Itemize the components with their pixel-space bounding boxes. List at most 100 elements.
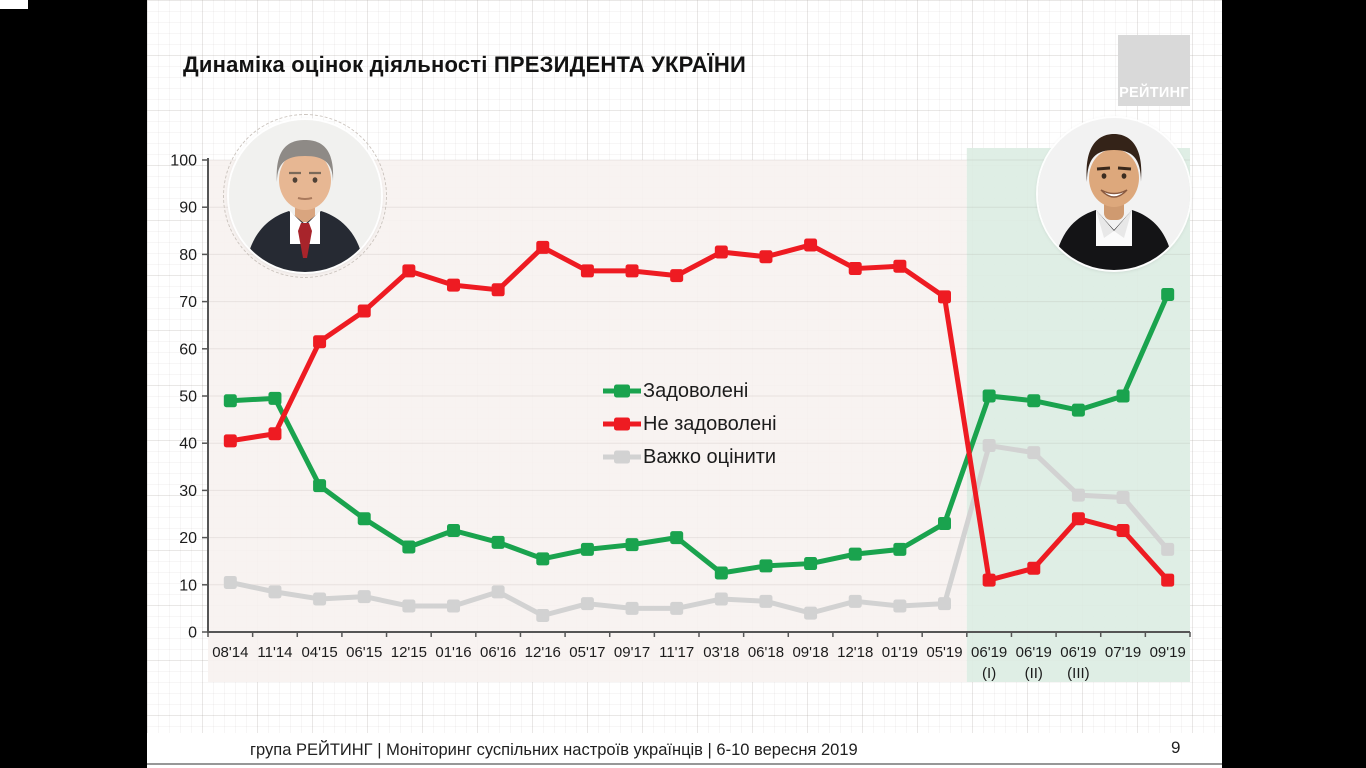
svg-text:40: 40 <box>179 436 197 453</box>
rating-logo: РЕЙТИНГ <box>1118 35 1190 106</box>
legend-label: Не задоволені <box>643 412 777 435</box>
data-point <box>313 335 327 349</box>
slide: Динаміка оцінок діяльності ПРЕЗИДЕНТА УК… <box>147 0 1222 768</box>
data-point <box>536 552 550 566</box>
svg-text:09'19: 09'19 <box>1150 644 1186 661</box>
svg-text:20: 20 <box>179 530 197 547</box>
data-point <box>982 439 996 453</box>
y-axis-labels: 0 10 20 30 40 50 60 70 80 90 100 <box>170 153 208 642</box>
data-point <box>491 585 505 599</box>
data-point <box>938 597 951 611</box>
svg-text:07'19: 07'19 <box>1105 644 1141 661</box>
legend-label: Задоволені <box>643 379 749 402</box>
data-point <box>848 547 862 561</box>
data-point <box>759 594 773 608</box>
data-point <box>580 264 594 278</box>
data-point <box>357 512 371 526</box>
footer-divider <box>147 763 1222 765</box>
rating-logo-text: РЕЙТИНГ <box>1119 85 1189 101</box>
series-satisfied <box>223 288 1175 580</box>
svg-text:0: 0 <box>188 625 197 642</box>
data-point <box>1116 490 1130 504</box>
data-point <box>670 601 684 615</box>
legend-item-hard-to-evaluate: Важко оцінити <box>603 443 777 471</box>
svg-text:05'17: 05'17 <box>569 644 605 661</box>
legend-item-dissatisfied: Не задоволені <box>603 410 777 438</box>
svg-text:10: 10 <box>179 577 197 594</box>
decorative-dashed-ring <box>223 114 387 278</box>
data-point <box>491 283 505 297</box>
data-point <box>1071 488 1085 502</box>
data-point <box>491 535 505 549</box>
data-point <box>759 250 773 264</box>
legend-marker-icon <box>603 384 641 398</box>
svg-text:06'18: 06'18 <box>748 644 784 661</box>
data-point <box>223 394 237 408</box>
svg-text:(I): (I) <box>982 665 996 682</box>
data-point <box>982 389 996 403</box>
data-point <box>268 427 282 441</box>
data-point <box>1071 403 1085 417</box>
series-hard-to-evaluate <box>223 439 1175 622</box>
legend-marker-icon <box>603 450 641 464</box>
svg-text:(III): (III) <box>1067 665 1090 682</box>
svg-text:04'15: 04'15 <box>301 644 337 661</box>
svg-text:12'16: 12'16 <box>525 644 561 661</box>
data-point <box>1161 288 1175 302</box>
svg-text:30: 30 <box>179 483 197 500</box>
data-point <box>982 573 996 587</box>
data-point <box>714 566 728 580</box>
corner-notch <box>0 0 28 9</box>
svg-text:01'19: 01'19 <box>882 644 918 661</box>
data-point <box>804 557 818 571</box>
data-point <box>313 592 327 606</box>
svg-text:100: 100 <box>170 153 197 170</box>
data-point <box>670 531 684 545</box>
data-point <box>625 538 639 552</box>
x-axis-labels: 08'14 11'14 04'15 06'15 12'15 01'16 06'16 12'16… <box>207 632 1191 682</box>
svg-text:90: 90 <box>179 200 197 217</box>
line-chart: 0 10 20 30 40 50 60 70 80 90 100 08'14 11'14 04'15 06'… <box>170 148 1191 682</box>
data-point <box>223 575 237 589</box>
data-point <box>893 599 907 613</box>
svg-text:01'16: 01'16 <box>435 644 471 661</box>
series-dissatisfied <box>223 238 1175 587</box>
data-point <box>938 516 951 530</box>
data-point <box>670 269 684 283</box>
data-point <box>938 290 951 304</box>
svg-text:03'18: 03'18 <box>703 644 739 661</box>
data-point <box>625 264 639 278</box>
poroshenko-portrait-icon <box>229 120 381 272</box>
data-point <box>402 540 416 554</box>
svg-text:70: 70 <box>179 294 197 311</box>
data-point <box>536 240 550 254</box>
svg-text:12'15: 12'15 <box>391 644 427 661</box>
data-point <box>759 559 773 573</box>
data-point <box>804 238 818 252</box>
data-point <box>268 585 282 599</box>
svg-text:09'18: 09'18 <box>792 644 828 661</box>
data-point <box>223 434 237 448</box>
data-point <box>580 597 594 611</box>
page-number: 9 <box>1171 738 1181 757</box>
svg-text:06'16: 06'16 <box>480 644 516 661</box>
data-point <box>536 608 550 622</box>
data-point <box>1027 561 1041 575</box>
data-point <box>1161 573 1175 587</box>
data-point <box>1071 512 1085 526</box>
data-point <box>447 599 460 613</box>
svg-text:08'14: 08'14 <box>212 644 248 661</box>
data-point <box>580 542 594 556</box>
data-point <box>357 304 371 318</box>
svg-text:06'19: 06'19 <box>971 644 1007 661</box>
legend-label: Важко оцінити <box>643 445 777 468</box>
zelensky-portrait-icon <box>1038 118 1190 270</box>
data-point <box>714 245 728 259</box>
legend-item-satisfied: Задоволені <box>603 377 777 405</box>
svg-text:06'19: 06'19 <box>1016 644 1052 661</box>
svg-text:09'17: 09'17 <box>614 644 650 661</box>
legend-marker-icon <box>603 417 641 431</box>
data-point <box>848 262 862 276</box>
data-point <box>1116 524 1130 538</box>
